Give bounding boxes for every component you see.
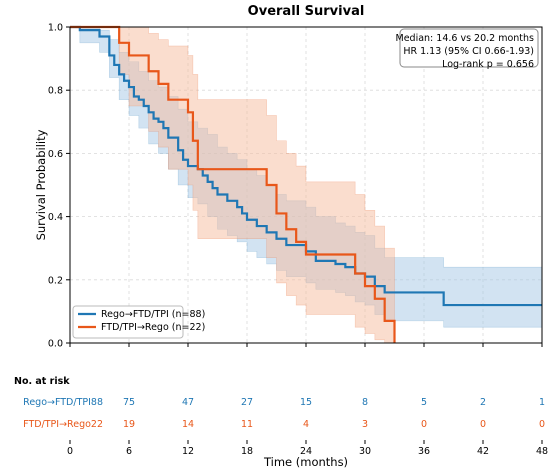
risk-count-series-2: 19 [123, 419, 135, 430]
risk-row-label-series-1: Rego→FTD/TPI88 [23, 397, 103, 408]
risk-count-series-1: 1 [539, 397, 545, 408]
x-tick-label: 12 [182, 446, 194, 457]
risk-count-series-1: 15 [300, 397, 312, 408]
y-axis-label: Survival Probability [34, 129, 48, 240]
risk-count-series-1: 75 [123, 397, 135, 408]
risk-count-series-1: 8 [362, 397, 368, 408]
risk-row-label-series-2: FTD/TPI→Rego22 [23, 419, 103, 430]
legend-label-series-1: Rego→FTD/TPI (n=88) [101, 309, 205, 320]
stats-annotation: Median: 14.6 vs 20.2 months HR 1.13 (95%… [396, 28, 539, 70]
axes: 0.0 0.2 0.4 0.6 0.8 1.0 [48, 23, 543, 350]
stats-logrank: Log-rank p = 0.656 [442, 59, 534, 70]
legend-label-series-2: FTD/TPI→Rego (n=22) [101, 322, 205, 333]
risk-count-series-1: 2 [480, 397, 486, 408]
chart-title: Overall Survival [248, 4, 365, 19]
risk-count-series-1: 47 [182, 397, 194, 408]
risk-count-series-2: 11 [241, 419, 253, 430]
x-tick-label: 18 [241, 446, 253, 457]
y-tick-label: 0.6 [48, 149, 63, 160]
survival-curve-series-2 [70, 25, 396, 343]
risk-count-series-1: 27 [241, 397, 253, 408]
y-tick-label: 0.4 [48, 212, 63, 223]
confidence-bands [70, 26, 543, 344]
risk-table: 75 47 27 15 8 5 2 1 19 14 11 4 3 0 0 0 [123, 397, 545, 430]
legend: Rego→FTD/TPI (n=88) FTD/TPI→Rego (n=22) [72, 305, 205, 339]
legend-frame [72, 305, 184, 339]
x-tick-label: 30 [359, 446, 371, 457]
risk-table-title: No. at risk [14, 376, 70, 387]
x-tick-label: 36 [418, 446, 430, 457]
risk-count-series-1: 5 [421, 397, 427, 408]
survival-curve-series-1 [70, 25, 542, 307]
risk-count-series-2: 0 [480, 419, 486, 430]
x-axis-label: Time (months) [263, 455, 348, 469]
y-tick-label: 1.0 [48, 23, 63, 34]
stats-median: Median: 14.6 vs 20.2 months [396, 33, 535, 44]
risk-count-series-2: 4 [303, 419, 309, 430]
x-tick-label: 24 [300, 446, 312, 457]
risk-table-axis: 0 6 12 18 24 30 36 42 48 [67, 440, 548, 457]
y-tick-label: 0.0 [48, 339, 63, 350]
y-tick-label: 0.8 [48, 86, 63, 97]
x-tick-label: 0 [67, 446, 73, 457]
risk-count-series-2: 14 [182, 419, 194, 430]
stats-hazard-ratio: HR 1.13 (95% CI 0.66-1.93) [403, 46, 534, 57]
x-tick-label: 42 [477, 446, 489, 457]
y-tick-label: 0.2 [48, 275, 63, 286]
x-tick-label: 6 [126, 446, 132, 457]
x-tick-label: 48 [536, 446, 548, 457]
stats-box-frame [399, 28, 539, 68]
risk-count-series-2: 0 [539, 419, 545, 430]
risk-count-series-2: 3 [362, 419, 368, 430]
survival-curves [70, 25, 542, 343]
risk-count-series-2: 0 [421, 419, 427, 430]
